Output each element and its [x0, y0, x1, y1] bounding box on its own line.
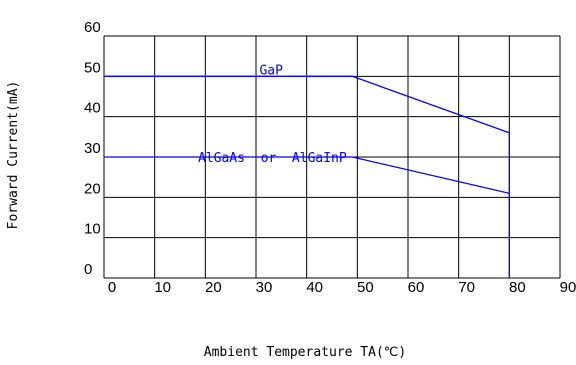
y-tick-label: 40 — [84, 100, 101, 117]
x-tick-label: 40 — [306, 279, 323, 296]
y-tick-label: 10 — [84, 221, 101, 238]
y-tick-label: 0 — [84, 261, 92, 278]
y-tick-label: 50 — [84, 59, 101, 76]
series-line-1 — [104, 75, 510, 278]
x-tick-label: 30 — [256, 279, 273, 296]
x-tick-label: 50 — [357, 279, 374, 296]
y-tick-labels: 0 10 20 30 40 50 60 — [84, 19, 101, 278]
y-tick-label: 60 — [84, 19, 101, 36]
x-tick-label: 80 — [509, 279, 526, 296]
x-tick-label: 20 — [205, 279, 222, 296]
chart-series-group — [104, 75, 510, 278]
y-tick-label: 20 — [84, 180, 101, 197]
y-tick-label: 30 — [84, 140, 101, 157]
series-label-gap: GaP — [259, 63, 283, 78]
x-axis-label: Ambient Temperature TA(℃) — [204, 345, 406, 360]
series-line-2 — [104, 156, 510, 194]
x-tick-labels: 0 10 20 30 40 50 60 70 80 90 — [108, 279, 576, 296]
series-label-algaas: AlGaAs or AlGaInP — [198, 151, 347, 166]
series-labels: GaP AlGaAs or AlGaInP — [198, 63, 347, 166]
x-tick-label: 0 — [108, 279, 116, 296]
x-tick-label: 90 — [560, 279, 576, 296]
x-tick-label: 60 — [408, 279, 425, 296]
x-tick-label: 10 — [154, 279, 171, 296]
x-tick-label: 70 — [458, 279, 475, 296]
y-axis-label: Forward Current(mA) — [6, 81, 21, 230]
